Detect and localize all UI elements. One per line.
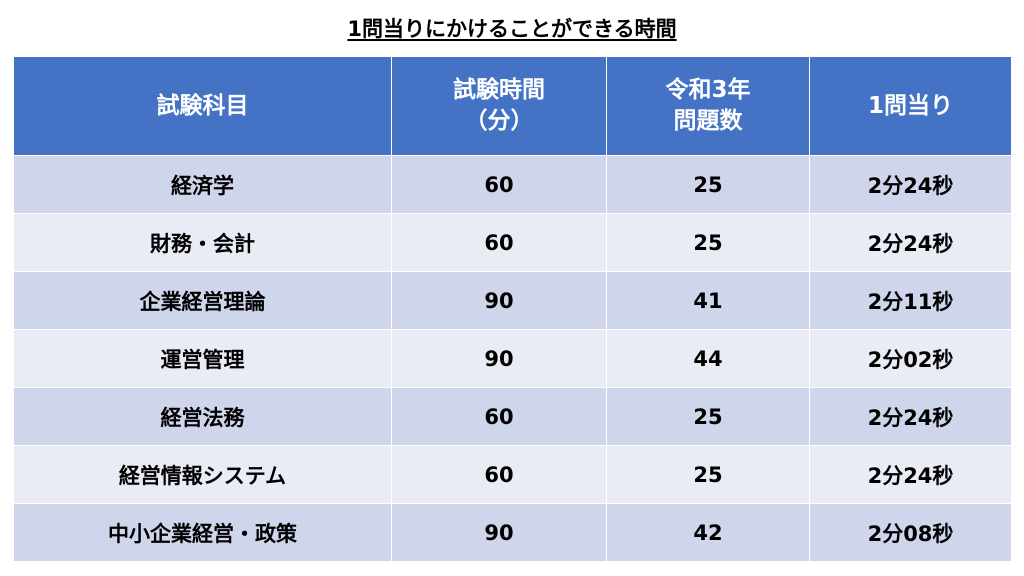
cell-per-question: 2分24秒 bbox=[809, 213, 1012, 272]
cell-questions: 25 bbox=[606, 387, 810, 446]
header-per-question-label: 1問当り bbox=[867, 92, 953, 119]
cell-minutes: 90 bbox=[391, 329, 607, 388]
header-question-count-line1: 令和3年 bbox=[665, 77, 751, 103]
cell-per-question: 2分08秒 bbox=[809, 503, 1012, 562]
cell-subject: 経営法務 bbox=[13, 387, 392, 446]
cell-minutes: 60 bbox=[391, 155, 607, 214]
cell-minutes: 60 bbox=[391, 213, 607, 272]
header-exam-time: 試験時間 （分） bbox=[391, 56, 607, 156]
header-exam-time-line2: （分） bbox=[464, 108, 534, 134]
table-header-row: 試験科目 試験時間 （分） 令和3年 問題数 1問当り bbox=[13, 56, 1012, 156]
header-subject: 試験科目 bbox=[13, 56, 392, 156]
cell-questions: 44 bbox=[606, 329, 810, 388]
page-title: 1問当りにかけることができる時間 bbox=[0, 14, 1024, 44]
cell-questions: 41 bbox=[606, 271, 810, 330]
cell-per-question: 2分24秒 bbox=[809, 445, 1012, 504]
cell-minutes: 90 bbox=[391, 271, 607, 330]
cell-questions: 42 bbox=[606, 503, 810, 562]
cell-subject: 経営情報システム bbox=[13, 445, 392, 504]
cell-minutes: 90 bbox=[391, 503, 607, 562]
header-subject-label: 試験科目 bbox=[156, 92, 249, 119]
table-row: 運営管理 90 44 2分02秒 bbox=[13, 329, 1012, 388]
cell-subject: 財務・会計 bbox=[13, 213, 392, 272]
cell-per-question: 2分02秒 bbox=[809, 329, 1012, 388]
cell-minutes: 60 bbox=[391, 445, 607, 504]
table-row: 企業経営理論 90 41 2分11秒 bbox=[13, 271, 1012, 330]
time-per-question-table: 試験科目 試験時間 （分） 令和3年 問題数 1問当り 経済学 60 25 2分… bbox=[13, 56, 1012, 562]
table-row: 経営情報システム 60 25 2分24秒 bbox=[13, 445, 1012, 504]
cell-subject: 中小企業経営・政策 bbox=[13, 503, 392, 562]
table-row: 中小企業経営・政策 90 42 2分08秒 bbox=[13, 503, 1012, 562]
cell-per-question: 2分11秒 bbox=[809, 271, 1012, 330]
cell-per-question: 2分24秒 bbox=[809, 387, 1012, 446]
cell-questions: 25 bbox=[606, 213, 810, 272]
table-row: 経済学 60 25 2分24秒 bbox=[13, 155, 1012, 214]
cell-subject: 運営管理 bbox=[13, 329, 392, 388]
cell-per-question: 2分24秒 bbox=[809, 155, 1012, 214]
cell-subject: 企業経営理論 bbox=[13, 271, 392, 330]
header-per-question: 1問当り bbox=[809, 56, 1012, 156]
cell-minutes: 60 bbox=[391, 387, 607, 446]
header-question-count: 令和3年 問題数 bbox=[606, 56, 810, 156]
table-row: 財務・会計 60 25 2分24秒 bbox=[13, 213, 1012, 272]
table-row: 経営法務 60 25 2分24秒 bbox=[13, 387, 1012, 446]
cell-subject: 経済学 bbox=[13, 155, 392, 214]
header-exam-time-line1: 試験時間 bbox=[453, 77, 545, 103]
header-question-count-line2: 問題数 bbox=[673, 108, 743, 134]
cell-questions: 25 bbox=[606, 155, 810, 214]
page-title-text: 1問当りにかけることができる時間 bbox=[347, 17, 677, 41]
cell-questions: 25 bbox=[606, 445, 810, 504]
